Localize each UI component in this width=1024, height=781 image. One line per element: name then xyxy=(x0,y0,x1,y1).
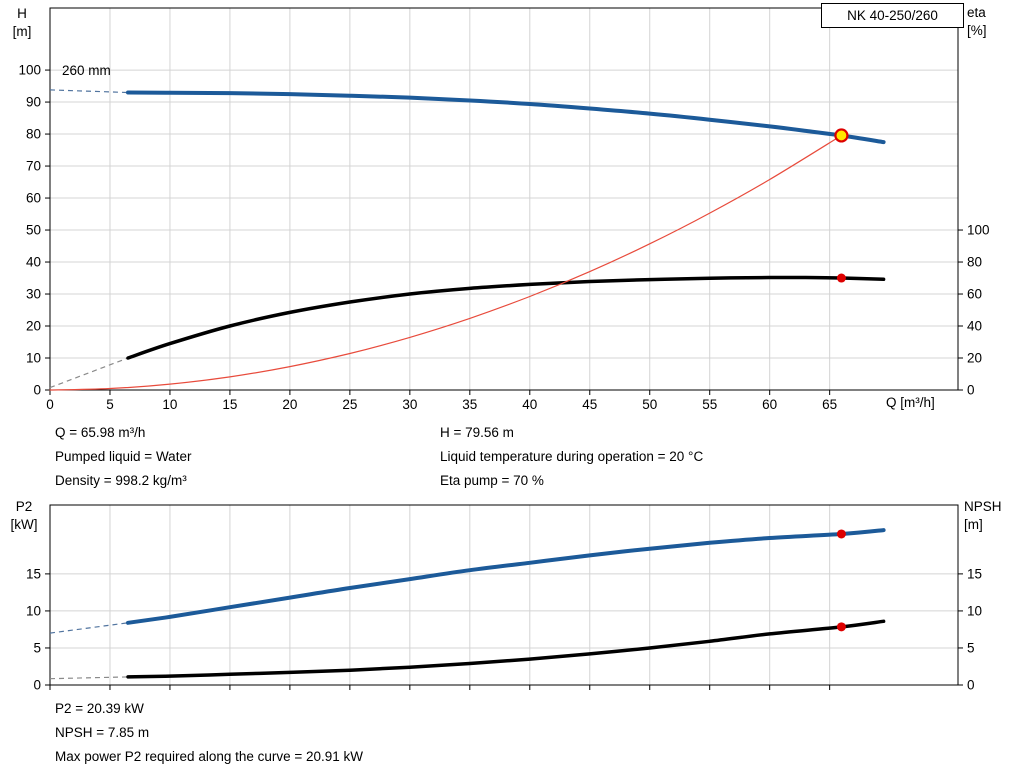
npsh-curve-lead-dash xyxy=(49,676,129,680)
svg-text:60: 60 xyxy=(26,191,41,206)
svg-text:25: 25 xyxy=(342,397,357,412)
h-axis-title: H [m] xyxy=(4,5,40,41)
efficiency-curve xyxy=(126,275,886,360)
svg-text:20: 20 xyxy=(967,351,982,366)
info-flow: Q = 65.98 m³/h xyxy=(55,425,146,440)
svg-text:100: 100 xyxy=(18,63,41,78)
svg-text:55: 55 xyxy=(702,397,717,412)
info-p2: P2 = 20.39 kW xyxy=(55,701,144,716)
x-axis-title: Q [m³/h] xyxy=(886,395,935,410)
npsh-axis-symbol: NPSH xyxy=(964,499,1002,514)
svg-text:20: 20 xyxy=(26,319,41,334)
svg-text:40: 40 xyxy=(522,397,537,412)
p2-axis-title: P2 [kW] xyxy=(4,498,44,534)
pump-model-badge: NK 40-250/260 xyxy=(821,3,964,28)
svg-text:60: 60 xyxy=(762,397,777,412)
svg-text:50: 50 xyxy=(26,223,41,238)
svg-text:35: 35 xyxy=(462,397,477,412)
npsh-point xyxy=(836,622,846,632)
power-info-block: P2 = 20.39 kW NPSH = 7.85 m Max power P2… xyxy=(55,697,363,769)
svg-text:0: 0 xyxy=(967,678,975,693)
svg-text:80: 80 xyxy=(967,255,982,270)
svg-text:0: 0 xyxy=(33,678,41,693)
p2-curve-lead-dash xyxy=(49,622,129,634)
svg-text:45: 45 xyxy=(582,397,597,412)
duty-info-left-column: Q = 65.98 m³/h Pumped liquid = Water Den… xyxy=(55,421,191,493)
info-liquid: Pumped liquid = Water xyxy=(55,449,192,464)
svg-text:65: 65 xyxy=(822,397,837,412)
efficiency-curve-lead-dash xyxy=(49,357,129,389)
svg-text:80: 80 xyxy=(26,127,41,142)
info-npsh: NPSH = 7.85 m xyxy=(55,725,150,740)
svg-text:5: 5 xyxy=(106,397,114,412)
h-axis-unit: [m] xyxy=(12,24,32,39)
svg-text:70: 70 xyxy=(26,159,41,174)
svg-text:0: 0 xyxy=(967,383,975,398)
info-eta: Eta pump = 70 % xyxy=(440,473,544,488)
svg-text:0: 0 xyxy=(33,383,41,398)
svg-text:10: 10 xyxy=(26,351,41,366)
h-axis-symbol: H xyxy=(17,6,27,21)
p2-point xyxy=(836,529,846,539)
svg-text:40: 40 xyxy=(26,255,41,270)
svg-text:5: 5 xyxy=(967,640,975,655)
head-curve-260mm xyxy=(126,90,886,145)
eta-axis-symbol: eta xyxy=(967,5,986,20)
eta-axis-unit: [%] xyxy=(967,23,987,38)
info-density: Density = 998.2 kg/m³ xyxy=(55,473,187,488)
svg-text:90: 90 xyxy=(26,95,41,110)
info-temperature: Liquid temperature during operation = 20… xyxy=(440,449,704,464)
svg-text:0: 0 xyxy=(46,397,54,412)
eta-point xyxy=(836,273,846,283)
svg-text:10: 10 xyxy=(26,603,41,618)
svg-text:30: 30 xyxy=(26,287,41,302)
p2-axis-unit: [kW] xyxy=(10,517,38,532)
svg-text:10: 10 xyxy=(162,397,177,412)
npsh-axis-unit: [m] xyxy=(964,517,983,532)
svg-text:15: 15 xyxy=(967,566,982,581)
p2-curve xyxy=(126,528,886,625)
info-head: H = 79.56 m xyxy=(440,425,514,440)
svg-text:60: 60 xyxy=(967,287,982,302)
head-curve-260mm-lead-dash xyxy=(49,89,129,94)
system-curve xyxy=(49,134,842,391)
svg-text:40: 40 xyxy=(967,319,982,334)
eta-axis-title: eta [%] xyxy=(967,4,1011,40)
duty-info-right-column: H = 79.56 m Liquid temperature during op… xyxy=(440,421,703,493)
svg-text:15: 15 xyxy=(26,566,41,581)
svg-text:15: 15 xyxy=(222,397,237,412)
svg-text:100: 100 xyxy=(967,223,990,238)
impeller-size-label: 260 mm xyxy=(62,63,111,78)
p2-axis-symbol: P2 xyxy=(15,499,33,514)
svg-text:20: 20 xyxy=(282,397,297,412)
svg-text:30: 30 xyxy=(402,397,417,412)
npsh-curve xyxy=(126,619,886,679)
svg-text:10: 10 xyxy=(967,603,982,618)
svg-text:5: 5 xyxy=(33,640,41,655)
info-max-power: Max power P2 required along the curve = … xyxy=(55,749,364,764)
duty-point[interactable] xyxy=(834,128,849,143)
svg-text:50: 50 xyxy=(642,397,657,412)
npsh-axis-title: NPSH [m] xyxy=(964,498,1012,534)
